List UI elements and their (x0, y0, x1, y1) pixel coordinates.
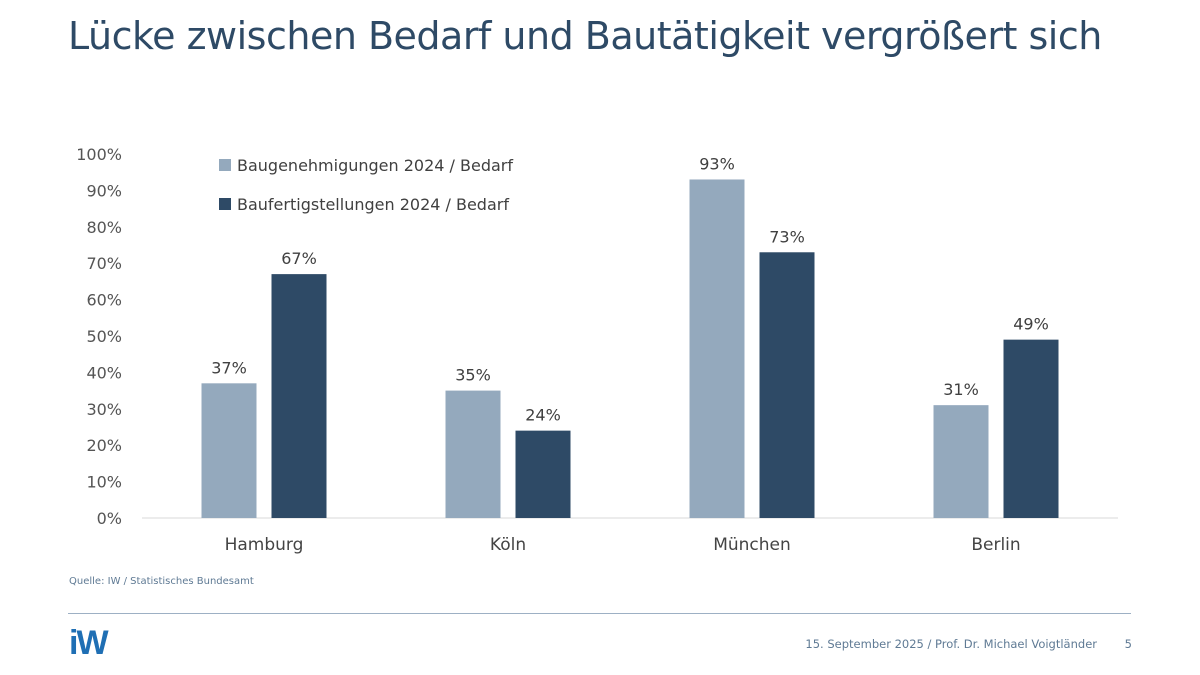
bar-münchen-series-1 (689, 179, 745, 519)
legend-label-series-2: Baufertigstellungen 2024 / Bedarf (237, 195, 509, 214)
y-tick-label: 70% (86, 254, 122, 273)
data-label: 49% (1013, 315, 1049, 334)
x-axis: Hamburg Köln München Berlin (225, 535, 1021, 555)
bars: 37% 67% 35% 24% 93% 73% 31% 49% (201, 154, 1059, 519)
y-tick-label: 30% (86, 400, 122, 419)
bar-köln-series-2 (515, 430, 571, 518)
y-tick-label: 50% (86, 327, 122, 346)
y-tick-label: 60% (86, 291, 122, 310)
bar-berlin-series-1 (933, 405, 989, 518)
legend: Baugenehmigungen 2024 / Bedarf Baufertig… (219, 156, 513, 214)
y-axis: 0% 10% 20% 30% 40% 50% 60% 70% 80% 90% 100% (76, 145, 122, 528)
y-tick-label: 100% (76, 145, 122, 164)
legend-swatch-series-2 (219, 198, 231, 210)
x-category-label: Hamburg (225, 535, 304, 555)
bar-münchen-series-2 (759, 252, 815, 518)
slide-title: Lücke zwischen Bedarf und Bautätigkeit v… (68, 14, 1102, 58)
x-category-label: München (713, 535, 791, 555)
footer-text: 15. September 2025 / Prof. Dr. Michael V… (805, 637, 1097, 651)
data-label: 24% (525, 406, 561, 425)
bar-hamburg-series-1 (201, 383, 257, 518)
legend-label-series-1: Baugenehmigungen 2024 / Bedarf (237, 156, 513, 175)
data-label: 31% (943, 380, 979, 399)
bar-hamburg-series-2 (271, 274, 327, 518)
x-category-label: Köln (490, 535, 526, 555)
y-tick-label: 20% (86, 436, 122, 455)
y-tick-label: 0% (97, 509, 122, 528)
bar-köln-series-1 (445, 390, 501, 518)
bar-berlin-series-2 (1003, 339, 1059, 518)
y-tick-label: 10% (86, 473, 122, 492)
x-category-label: Berlin (971, 535, 1020, 555)
data-label: 67% (281, 249, 317, 268)
data-label: 35% (455, 366, 491, 385)
page-number: 5 (1124, 637, 1132, 651)
iw-logo: iW (69, 624, 109, 662)
y-tick-label: 40% (86, 363, 122, 382)
footer-divider (68, 613, 1131, 614)
source-note: Quelle: IW / Statistisches Bundesamt (69, 576, 254, 587)
y-tick-label: 90% (86, 181, 122, 200)
data-label: 37% (211, 358, 247, 377)
data-label: 73% (769, 227, 805, 246)
data-label: 93% (699, 154, 735, 173)
legend-swatch-series-1 (219, 159, 231, 171)
y-tick-label: 80% (86, 218, 122, 237)
